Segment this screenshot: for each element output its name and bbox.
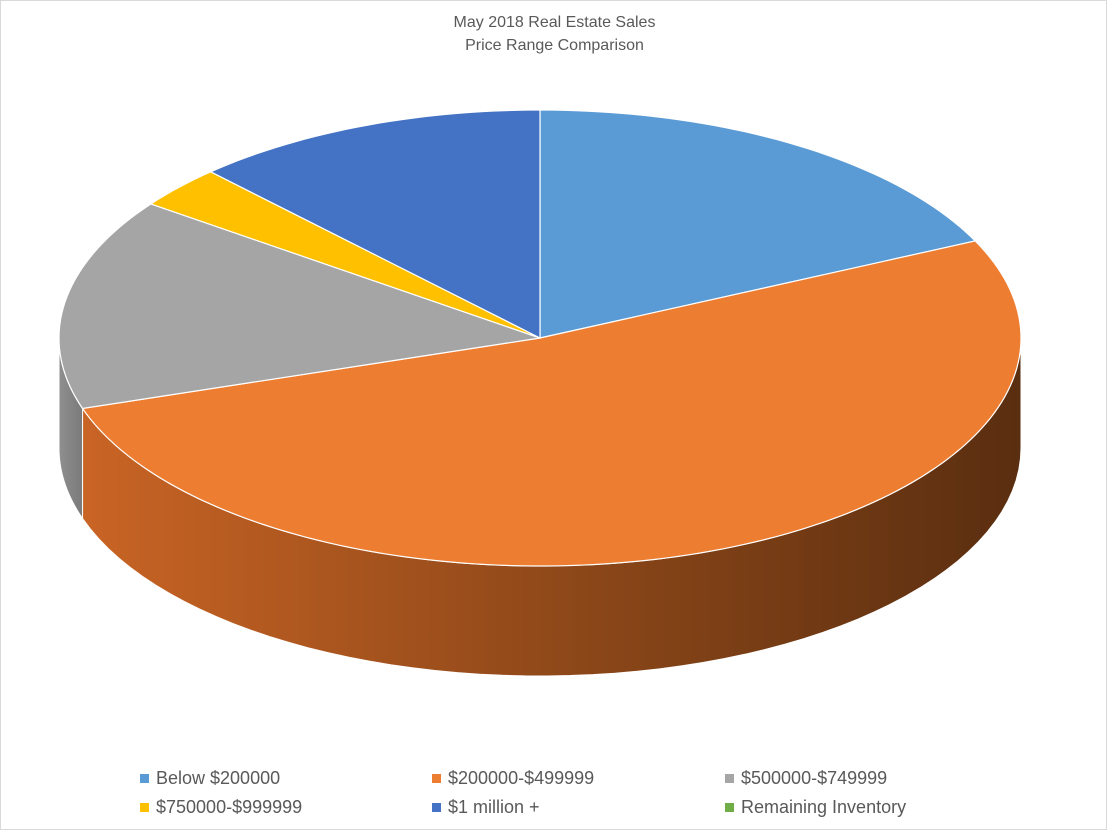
legend-label: Below $200000 bbox=[156, 768, 281, 788]
legend-swatch bbox=[140, 803, 149, 812]
pie-slice-0 bbox=[539, 109, 977, 339]
legend-item: $1 million + bbox=[432, 797, 540, 818]
legend-label: $500000-$749999 bbox=[741, 768, 888, 788]
legend-item: $500000-$749999 bbox=[725, 768, 887, 789]
chart-title: May 2018 Real Estate Sales bbox=[453, 14, 656, 31]
legend-swatch bbox=[432, 774, 441, 783]
legend-item: Below $200000 bbox=[140, 768, 280, 789]
chart-subtitle: Price Range Comparison bbox=[465, 37, 644, 54]
legend-label: $750000-$999999 bbox=[156, 797, 303, 817]
legend-swatch bbox=[140, 774, 149, 783]
pie-slice-2 bbox=[58, 203, 541, 410]
chart-title-block: May 2018 Real Estate Sales Price Range C… bbox=[1, 11, 1108, 57]
legend-label: Remaining Inventory bbox=[741, 797, 907, 817]
legend-swatch bbox=[725, 803, 734, 812]
legend-item: Remaining Inventory bbox=[725, 797, 906, 818]
legend-label: $200000-$499999 bbox=[448, 768, 595, 788]
pie-slices bbox=[58, 109, 1022, 567]
pie-slice-4 bbox=[209, 109, 541, 339]
legend-label: $1 million + bbox=[448, 797, 540, 817]
legend-swatch bbox=[432, 803, 441, 812]
pie-slice-1 bbox=[81, 240, 1022, 567]
legend-item: $200000-$499999 bbox=[432, 768, 594, 789]
pie-slice-3 bbox=[149, 171, 541, 339]
legend-swatch bbox=[725, 774, 734, 783]
legend-item: $750000-$999999 bbox=[140, 797, 302, 818]
